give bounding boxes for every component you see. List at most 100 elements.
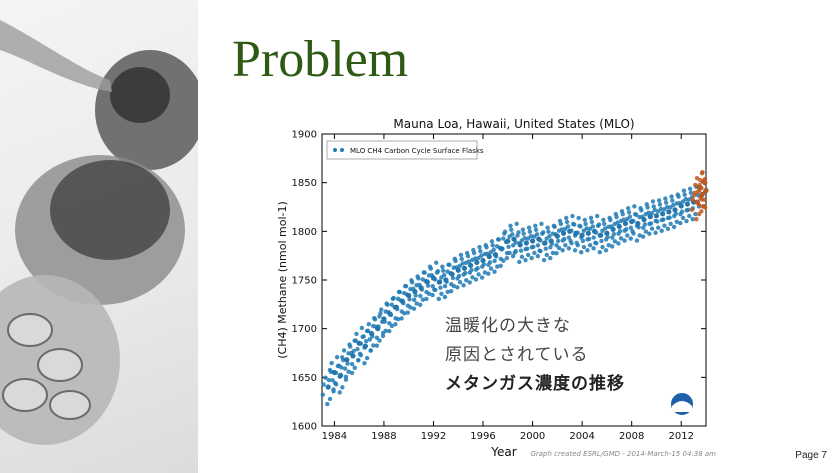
series-point-spread [588,215,594,221]
y-axis-label: (CH4) Methane (nmol mol-1) [276,201,289,359]
series-point [486,254,492,260]
series-point-spread [352,365,357,371]
series-point-spread [575,230,580,235]
series-point-spread [570,213,575,219]
series-point-spread [478,248,483,254]
series-point-spread [602,221,607,227]
series-point-spread [402,311,407,316]
series-point-spread [601,217,606,223]
series-point-spread [458,252,464,258]
series-point-spread [632,211,638,217]
series-point-spread [385,302,390,307]
series-point-spread [376,324,381,329]
series-point [424,279,430,285]
series-point-spread [494,244,500,249]
series-point-spread [387,320,392,326]
series-point-spread [624,227,629,232]
series-point-spread [603,248,609,253]
series-point-spread [410,280,415,285]
series-point-spread [346,351,351,356]
legend-box [326,140,478,160]
series-point-spread [508,223,513,228]
series-point-spread [519,254,525,260]
series-point-spread [642,222,648,227]
series-point [554,233,560,239]
series-point-spread [444,279,449,285]
series-point-spread [606,224,611,230]
series-point-spread [673,211,679,216]
series-point-spread [554,243,559,248]
series-point-spread [520,227,526,232]
series-point-spread [636,225,641,230]
series-point-spread [343,374,349,380]
series-point-spread [591,246,596,251]
series-point [517,242,523,248]
series-point-spread [609,244,615,249]
series-point-spread [694,216,699,222]
series-point-spread [662,223,667,228]
series-point [604,230,610,236]
series-point-spread [416,276,421,281]
series-point-spread [581,244,587,250]
series-point [344,357,350,363]
series-point [350,353,356,359]
series-point-spread [662,207,667,212]
series-point-spread [605,234,610,240]
series-point-spread [600,228,605,233]
series-point-spread [548,245,553,250]
series-point-spread [442,283,448,289]
series-point-spread [692,192,697,198]
series-point-spread [668,221,673,226]
series-point-spread [612,239,618,244]
series-point-spread [463,270,468,276]
x-tick-label: 2008 [619,431,644,442]
series-point-spread [643,229,649,234]
series-point-spread [690,197,696,202]
series-point-spread [564,215,569,221]
series-point-spread [380,333,386,339]
series-point-spread [351,348,356,354]
series-point-spread [701,178,706,184]
series-point-spread [647,231,652,236]
series-point-spread [434,270,440,275]
series-point-spread [653,230,658,235]
series-point-spread [440,268,446,273]
series-point-spread [688,190,694,195]
series-point-spread [440,264,445,269]
legend-marker [333,148,337,152]
series-point [616,223,622,230]
series-point-spread [495,264,500,269]
series-point-spread [371,323,376,329]
series-point-spread [367,337,373,342]
series-point [474,259,480,266]
series-point-spread [582,217,588,223]
series-point [325,384,331,390]
series-point-spread [643,211,648,217]
y-tick-label: 1650 [292,373,317,384]
series-point-spread [432,287,437,292]
series-point-spread [426,291,432,297]
series-point-spread [533,227,539,232]
series-point-spread [595,223,601,229]
series-point-spread [413,293,418,298]
series-point-spread [594,230,599,235]
series-point-spread [548,255,553,261]
series-point [449,271,455,277]
series-point-spread [659,228,664,234]
series-point-spread [618,236,624,241]
series-point-spread [668,205,673,210]
series-point [338,372,344,378]
series-point-spread [382,319,387,324]
series-point-spread [593,240,598,246]
series-point-spread [325,401,330,407]
series-point-spread [419,287,425,292]
series-point-spread [399,316,404,321]
series-point-spread [395,296,401,302]
series-point-spread [595,213,600,219]
series-point-spread [408,305,413,310]
series-point-spread [529,255,534,261]
series-point-spread [492,258,497,264]
series-point-spread [332,380,338,386]
series-point-spread [535,243,541,248]
series-point-spread [679,209,685,214]
